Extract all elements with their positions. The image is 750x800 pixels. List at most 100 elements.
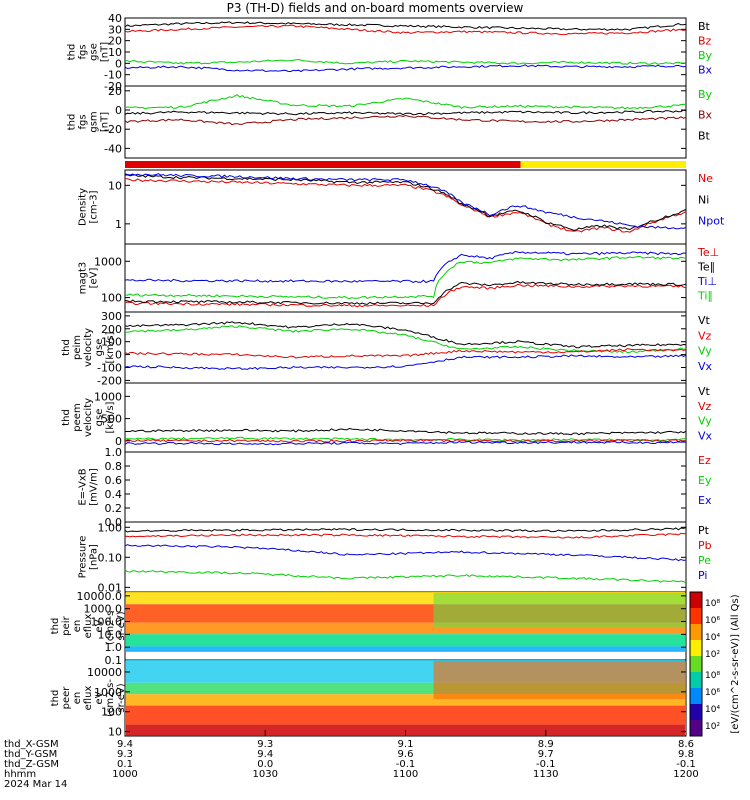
fgs_gsm-ylabel-line: [nT] — [100, 112, 111, 132]
x-axis-value: -0.1 — [676, 759, 696, 770]
peim_gse-series-Vz — [124, 348, 687, 359]
x-axis-value: 9.3 — [257, 739, 273, 750]
peer-transition-region — [433, 661, 685, 699]
colorbar-label: [eV/(cm^2-s-sr-eV)] (All Qs) — [730, 594, 741, 733]
peem_gse-ylabel-line: thd — [61, 409, 72, 426]
pressure-series-Pi — [124, 544, 687, 562]
x-axis-row-label: hhmm — [4, 769, 36, 780]
fgs_gsm-ylabel-line: thd — [67, 114, 78, 131]
x-axis-value: 9.4 — [117, 739, 133, 750]
density-ylabel-line: Density — [78, 188, 89, 226]
density-ytick-label: 1 — [115, 218, 122, 231]
peer-ytick-label: 1000 — [94, 686, 122, 699]
magt3-legend-Ti⊥: Ti⊥ — [697, 275, 717, 288]
colorbar-tick-label: 10⁴ — [705, 633, 720, 643]
peem_gse-ylabel-line: velocity — [83, 398, 94, 437]
peim_gse-series-Vt — [124, 321, 687, 349]
peim_gse-ytick-label: 300 — [101, 310, 122, 323]
fgs_gsm-series-By — [124, 94, 687, 110]
colorbar-tick-label: 10⁶ — [705, 688, 720, 698]
peer-spectrum-band-2 — [126, 694, 685, 706]
x-axis-value: 9.1 — [398, 739, 414, 750]
fgs_gse-legend-Bx: Bx — [698, 64, 713, 77]
colorbar-segment — [690, 624, 702, 641]
magt3-series-Te∥ — [124, 280, 687, 305]
fgs_gsm-ytick-label: 0 — [115, 104, 122, 117]
peim_gse-ylabel-line: velocity — [83, 328, 94, 367]
efield-ytick-label: 0.0 — [105, 516, 123, 529]
peim_gse-series-Vy — [124, 325, 687, 354]
x-axis-value: 1000 — [112, 769, 137, 780]
efield-legend-Ey: Ey — [698, 474, 712, 487]
peim_gse-ytick-label: -100 — [97, 362, 122, 375]
pressure-panel-frame — [124, 521, 687, 593]
peem_gse-ytick-label: 0 — [115, 435, 122, 448]
peir-ylabel-line: peir — [61, 615, 72, 635]
mode-bar-segment-0 — [125, 161, 521, 168]
fgs_gsm-legend-Bt: Bt — [698, 129, 711, 142]
fgs_gsm-ylabel-line: gsm — [89, 111, 100, 132]
peir-ytick-label: 1.0 — [105, 641, 123, 654]
efield-ytick-label: 0.4 — [105, 488, 123, 501]
colorbar-frame — [689, 591, 703, 737]
fgs_gsm-ytick-label: 20 — [108, 85, 122, 98]
peir-ylabel-line: sr-eV) — [116, 611, 127, 640]
pressure-ylabel-line: Pressure — [78, 536, 89, 579]
x-axis-value: 8.6 — [678, 739, 694, 750]
peir-ytick-label: 0.1 — [105, 654, 123, 667]
fgs_gse-legend-Bt: Bt — [698, 20, 711, 33]
x-axis-value: 9.8 — [678, 749, 694, 760]
efield-legend-Ex: Ex — [698, 494, 712, 507]
pressure-ytick-label: 0.01 — [98, 581, 123, 594]
magt3-panel-frame — [124, 243, 687, 313]
peer-ylabel-line: peer — [61, 686, 72, 710]
magt3-legend-Te∥: Te∥ — [697, 261, 715, 274]
peer-spectrum-band-1 — [126, 682, 685, 695]
x-axis-value: 1130 — [533, 769, 558, 780]
fgs_gsm-series-Bx — [124, 114, 687, 126]
magt3-ytick-label: 100 — [101, 292, 122, 305]
fgs_gse-ytick-label: 40 — [108, 12, 122, 25]
peem_gse-ytick-label: 500 — [101, 413, 122, 426]
peim_gse-ylabel-line: [km/s] — [105, 331, 116, 363]
peer-ylabel-line: sr-eV) — [116, 683, 127, 712]
peim_gse-ytick-label: 200 — [101, 323, 122, 336]
pressure-series-Pb — [124, 532, 687, 539]
peem_gse-ylabel-line: peem — [72, 403, 83, 431]
fgs_gse-ytick-label: -20 — [104, 80, 122, 93]
fgs_gse-ylabel-line: gse — [89, 43, 100, 61]
fgs_gsm-legend-By: By — [698, 88, 713, 101]
peim_gse-legend-Vz: Vz — [698, 329, 712, 342]
peir-spectrum-band-2 — [126, 622, 685, 635]
magt3-series-Te⊥ — [125, 283, 687, 308]
peim_gse-ylabel-line: thd — [61, 339, 72, 356]
peem_gse-legend-Vz: Vz — [698, 400, 712, 413]
efield-ytick-label: 0.8 — [105, 460, 123, 473]
peir-ylabel-line: eV — [94, 619, 105, 632]
density-ylabel-line: [cm-3] — [89, 190, 100, 223]
efield-ytick-label: 1.0 — [105, 446, 123, 459]
peim_gse-legend-Vt: Vt — [698, 314, 711, 327]
density-ytick-label: 10 — [108, 179, 122, 192]
peir-spectrum-band-4 — [126, 646, 685, 652]
peim_gse-ytick-label: -200 — [97, 374, 122, 387]
x-axis-value: 9.7 — [538, 749, 554, 760]
peer-ylabel-line: en — [72, 692, 83, 705]
colorbar-segment — [690, 704, 702, 721]
efield-panel-frame — [124, 451, 687, 523]
peer-ytick-label: 100 — [101, 706, 122, 719]
peir-ylabel-line: en — [72, 620, 83, 633]
peim_gse-ylabel-line: peim — [72, 335, 83, 360]
fgs_gsm-ytick-label: -40 — [104, 142, 122, 155]
x-axis-value: 0.1 — [117, 759, 133, 770]
magt3-ytick-label: 1000 — [94, 255, 122, 268]
peem_gse-legend-Vt: Vt — [698, 385, 711, 398]
fgs_gse-series-Bt — [124, 21, 687, 31]
peem_gse-ylabel-line: [km/s] — [105, 401, 116, 433]
fgs_gse-ytick-label: 20 — [108, 35, 122, 48]
x-axis-value: 1030 — [253, 769, 278, 780]
colorbar-tick-label: 10⁴ — [705, 705, 720, 715]
fgs_gse-ytick-label: 10 — [108, 46, 122, 59]
efield-ylabel-line: [mV/m] — [89, 468, 100, 506]
